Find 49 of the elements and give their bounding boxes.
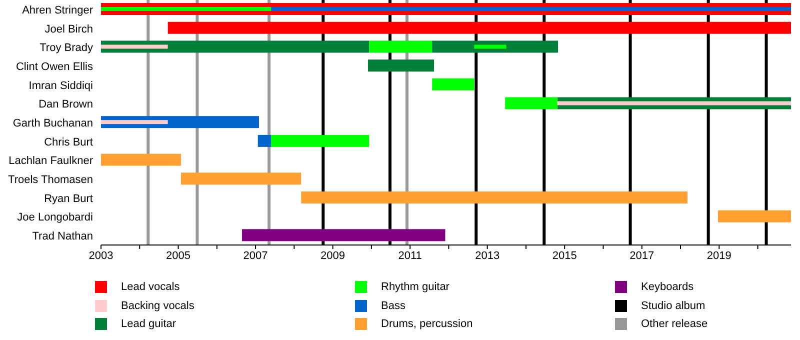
x-tick-label: 2009 — [320, 250, 346, 262]
bar — [557, 101, 791, 106]
bar — [505, 97, 558, 110]
x-tick-label: 2007 — [243, 250, 268, 262]
bar — [242, 229, 446, 242]
legend-label: Bass — [381, 300, 406, 312]
x-tick-label: 2019 — [706, 250, 732, 262]
bar — [270, 134, 370, 147]
y-tick-label: Ryan Burt — [44, 192, 93, 205]
y-tick-label: Joel Birch — [44, 23, 93, 36]
y-tick-label: Clint Owen Ellis — [16, 60, 94, 73]
y-tick-label: Lachlan Faulkner — [8, 155, 94, 168]
bar — [101, 44, 168, 49]
legend-label: Other release — [641, 318, 708, 330]
y-tick-label: Garth Buchanan — [12, 118, 93, 130]
y-tick-label: Troels Thomasen — [8, 174, 93, 186]
bar — [432, 40, 558, 53]
y-tick-label: Troy Brady — [40, 42, 94, 54]
legend-label: Backing vocals — [121, 300, 194, 312]
bar — [168, 22, 791, 34]
x-tick-label: 2013 — [475, 250, 500, 262]
x-tick-label: 2011 — [398, 250, 422, 262]
legend-label: Keyboards — [641, 281, 694, 294]
legend-label: Lead guitar — [121, 318, 176, 330]
legend-label: Rhythm guitar — [381, 281, 450, 294]
legend-label: Studio album — [641, 300, 706, 312]
x-tick-label: 2015 — [552, 250, 577, 262]
bar — [101, 40, 370, 53]
y-tick-label: Ahren Stringer — [22, 4, 94, 16]
bar — [474, 44, 506, 49]
x-tick-label: 2017 — [630, 250, 654, 262]
bar — [432, 78, 474, 90]
bar — [301, 191, 688, 204]
y-tick-label: Imran Siddiqi — [28, 80, 93, 92]
bar — [101, 154, 181, 166]
x-tick-label: 2003 — [88, 250, 114, 262]
y-tick-label: Joe Longobardi — [17, 212, 93, 224]
bar — [258, 134, 271, 147]
y-tick-label: Chris Burt — [44, 136, 93, 148]
y-tick-label: Dan Brown — [38, 98, 93, 111]
bar — [718, 210, 791, 222]
bar — [369, 40, 432, 53]
y-tick-label: Trad Nathan — [32, 230, 93, 243]
bar — [101, 120, 168, 124]
bar — [180, 172, 302, 185]
x-tick-label: 2005 — [166, 250, 191, 262]
legend-label: Drums, percussion — [381, 318, 473, 330]
legend-label: Lead vocals — [121, 281, 180, 294]
bar — [368, 60, 434, 72]
